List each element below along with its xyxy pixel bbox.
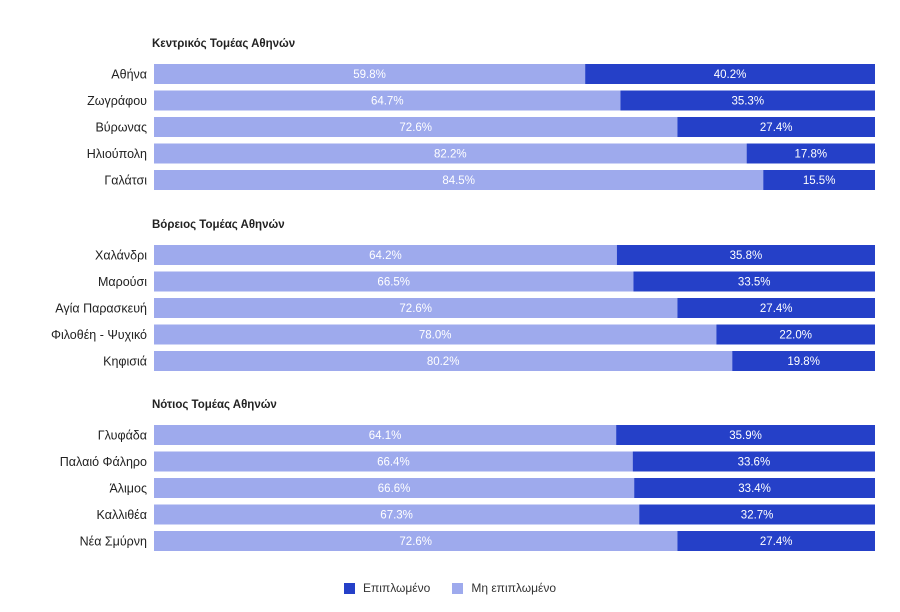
- bar-unfurnished: [154, 531, 678, 551]
- data-label-furnished: 27.4%: [760, 303, 793, 315]
- bar-unfurnished: [154, 478, 635, 498]
- category-label: Παλαιό Φάληρο: [60, 455, 147, 469]
- bar-unfurnished: [154, 143, 747, 164]
- bar-furnished: [633, 271, 875, 292]
- group-title: Βόρειος Τομέας Αθηνών: [152, 219, 285, 231]
- data-label-unfurnished: 78.0%: [419, 330, 452, 342]
- bar-furnished: [677, 531, 875, 551]
- category-label: Αγία Παρασκευή: [55, 302, 147, 316]
- bar-furnished: [746, 143, 875, 164]
- data-label-furnished: 22.0%: [779, 330, 812, 342]
- category-label: Άλιμος: [109, 482, 147, 496]
- data-label-unfurnished: 66.6%: [378, 483, 411, 495]
- bar-unfurnished: [154, 117, 678, 137]
- category-label: Χαλάνδρι: [95, 249, 147, 263]
- data-label-furnished: 35.9%: [729, 430, 762, 442]
- data-label-unfurnished: 67.3%: [380, 510, 413, 522]
- bar-unfurnished: [154, 324, 717, 345]
- bar-furnished: [616, 425, 875, 445]
- bar-unfurnished: [154, 64, 586, 84]
- bar-unfurnished: [154, 271, 634, 292]
- data-label-unfurnished: 64.2%: [369, 250, 402, 262]
- data-label-furnished: 33.6%: [738, 457, 771, 469]
- legend-swatch-furnished: [343, 582, 355, 594]
- bar-furnished: [716, 324, 875, 345]
- legend-item-unfurnished: Μη επιπλωμένο: [452, 581, 556, 595]
- bar-furnished: [732, 351, 875, 371]
- bar-furnished: [763, 170, 875, 190]
- data-label-furnished: 35.8%: [730, 250, 763, 262]
- category-label: Νέα Σμύρνη: [80, 535, 147, 549]
- bar-furnished: [585, 64, 875, 84]
- legend-label-furnished: Επιπλωμένο: [362, 581, 431, 595]
- bar-furnished: [632, 451, 875, 472]
- bar-furnished: [620, 90, 875, 111]
- category-label: Κηφισιά: [103, 355, 147, 369]
- bar-unfurnished: [154, 298, 678, 318]
- data-label-furnished: 33.5%: [738, 277, 771, 289]
- bar-unfurnished: [154, 451, 633, 472]
- category-label: Καλλιθέα: [97, 508, 147, 522]
- category-label: Φιλοθέη - Ψυχικό: [51, 328, 147, 342]
- bar-furnished: [616, 245, 875, 265]
- data-label-furnished: 17.8%: [795, 149, 828, 161]
- legend-item-furnished: Επιπλωμένο: [343, 581, 431, 595]
- group-title: Νότιος Τομέας Αθηνών: [152, 399, 277, 411]
- bar-unfurnished: [154, 504, 640, 525]
- category-label: Αθήνα: [111, 68, 147, 82]
- data-label-unfurnished: 72.6%: [399, 122, 432, 134]
- data-label-unfurnished: 64.1%: [369, 430, 402, 442]
- chart-legend: Επιπλωμένο Μη επιπλωμένο: [0, 578, 900, 598]
- data-label-unfurnished: 59.8%: [353, 69, 386, 81]
- data-label-unfurnished: 66.5%: [377, 277, 410, 289]
- bar-unfurnished: [154, 245, 617, 265]
- category-label: Ζωγράφου: [87, 94, 147, 108]
- bar-unfurnished: [154, 351, 733, 371]
- data-label-furnished: 27.4%: [760, 122, 793, 134]
- category-label: Βύρωνας: [95, 121, 147, 135]
- data-label-unfurnished: 72.6%: [399, 536, 432, 548]
- data-label-furnished: 40.2%: [714, 69, 747, 81]
- category-label: Μαρούσι: [98, 275, 147, 289]
- data-label-unfurnished: 82.2%: [434, 149, 467, 161]
- bar-unfurnished: [154, 90, 621, 111]
- bar-unfurnished: [154, 170, 764, 190]
- data-label-furnished: 33.4%: [738, 483, 771, 495]
- category-label: Γλυφάδα: [98, 429, 147, 443]
- data-label-unfurnished: 80.2%: [427, 356, 460, 368]
- legend-swatch-unfurnished: [452, 582, 464, 594]
- data-label-furnished: 32.7%: [741, 510, 774, 522]
- data-label-unfurnished: 72.6%: [399, 303, 432, 315]
- category-label: Ηλιούπολη: [87, 147, 147, 161]
- legend-label-unfurnished: Μη επιπλωμένο: [471, 581, 557, 595]
- data-label-furnished: 19.8%: [787, 356, 820, 368]
- data-label-furnished: 27.4%: [760, 536, 793, 548]
- data-label-unfurnished: 84.5%: [442, 175, 475, 187]
- group-title: Κεντρικός Τομέας Αθηνών: [152, 38, 295, 50]
- data-label-unfurnished: 66.4%: [377, 457, 410, 469]
- bar-furnished: [634, 478, 875, 498]
- bar-furnished: [677, 117, 875, 137]
- category-label: Γαλάτσι: [104, 174, 147, 188]
- bar-unfurnished: [154, 425, 617, 445]
- data-label-unfurnished: 64.7%: [371, 96, 404, 108]
- data-label-furnished: 15.5%: [803, 175, 836, 187]
- data-label-furnished: 35.3%: [731, 96, 764, 108]
- bar-furnished: [677, 298, 875, 318]
- bar-furnished: [639, 504, 875, 525]
